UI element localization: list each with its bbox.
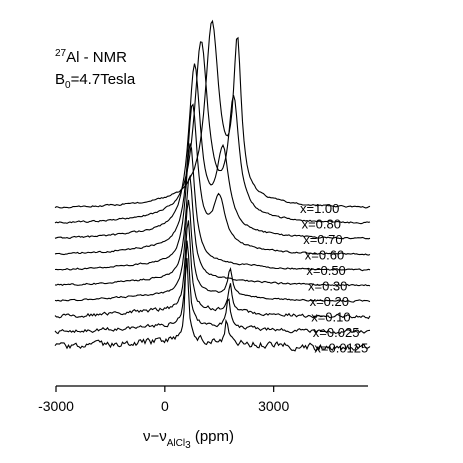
series-label: x=0.30	[308, 279, 347, 294]
spectrum-trace	[54, 240, 371, 335]
spectrum-trace	[54, 174, 371, 287]
nucleus-label: Al - NMR	[66, 49, 127, 66]
x-tick-label: -3000	[38, 398, 74, 414]
nucleus-superscript: 27	[55, 48, 67, 59]
spectrum-trace	[54, 258, 371, 353]
series-label: x=0.70	[303, 232, 342, 247]
field-subscript: 0	[65, 80, 71, 91]
x-axis-label-sub2: 3	[185, 440, 191, 451]
series-label: x=0.50	[306, 263, 345, 278]
x-axis-label-unit: (ppm)	[191, 428, 234, 445]
x-tick-label: 3000	[258, 398, 289, 414]
field-annotation: B0=4.7Tesla	[55, 71, 136, 91]
spectrum-trace	[54, 143, 371, 272]
series-label: x=0.20	[310, 294, 349, 309]
spectrum-trace	[54, 199, 371, 303]
series-label: x=0.025	[313, 325, 360, 340]
series-label: x=0.0125	[314, 341, 368, 356]
spectrum-trace	[54, 19, 371, 209]
x-tick-label: 0	[161, 398, 169, 414]
x-axis-label-main: ν−ν	[143, 428, 167, 445]
series-label: x=0.60	[305, 248, 344, 263]
x-axis-label-sub: AlCl	[167, 438, 185, 449]
spectra-traces	[54, 19, 371, 353]
spectrum-trace	[54, 220, 371, 320]
field-value: =4.7Tesla	[71, 71, 136, 88]
spectrum-trace	[54, 103, 371, 256]
series-label: x=0.80	[302, 217, 341, 232]
x-axis-label: ν−νAlCl3 (ppm)	[143, 428, 234, 451]
spectrum-trace	[54, 41, 371, 225]
spectrum-trace	[54, 63, 371, 240]
series-label: x=1.00	[300, 201, 339, 216]
x-axis-ticks: -3000 0 3000	[38, 386, 289, 414]
field-prefix: B	[55, 71, 65, 88]
series-labels: x=0.0125x=0.025x=0.10x=0.20x=0.30x=0.50x…	[300, 201, 368, 356]
series-label: x=0.10	[311, 310, 350, 325]
nucleus-annotation: 27Al - NMR	[55, 48, 127, 66]
